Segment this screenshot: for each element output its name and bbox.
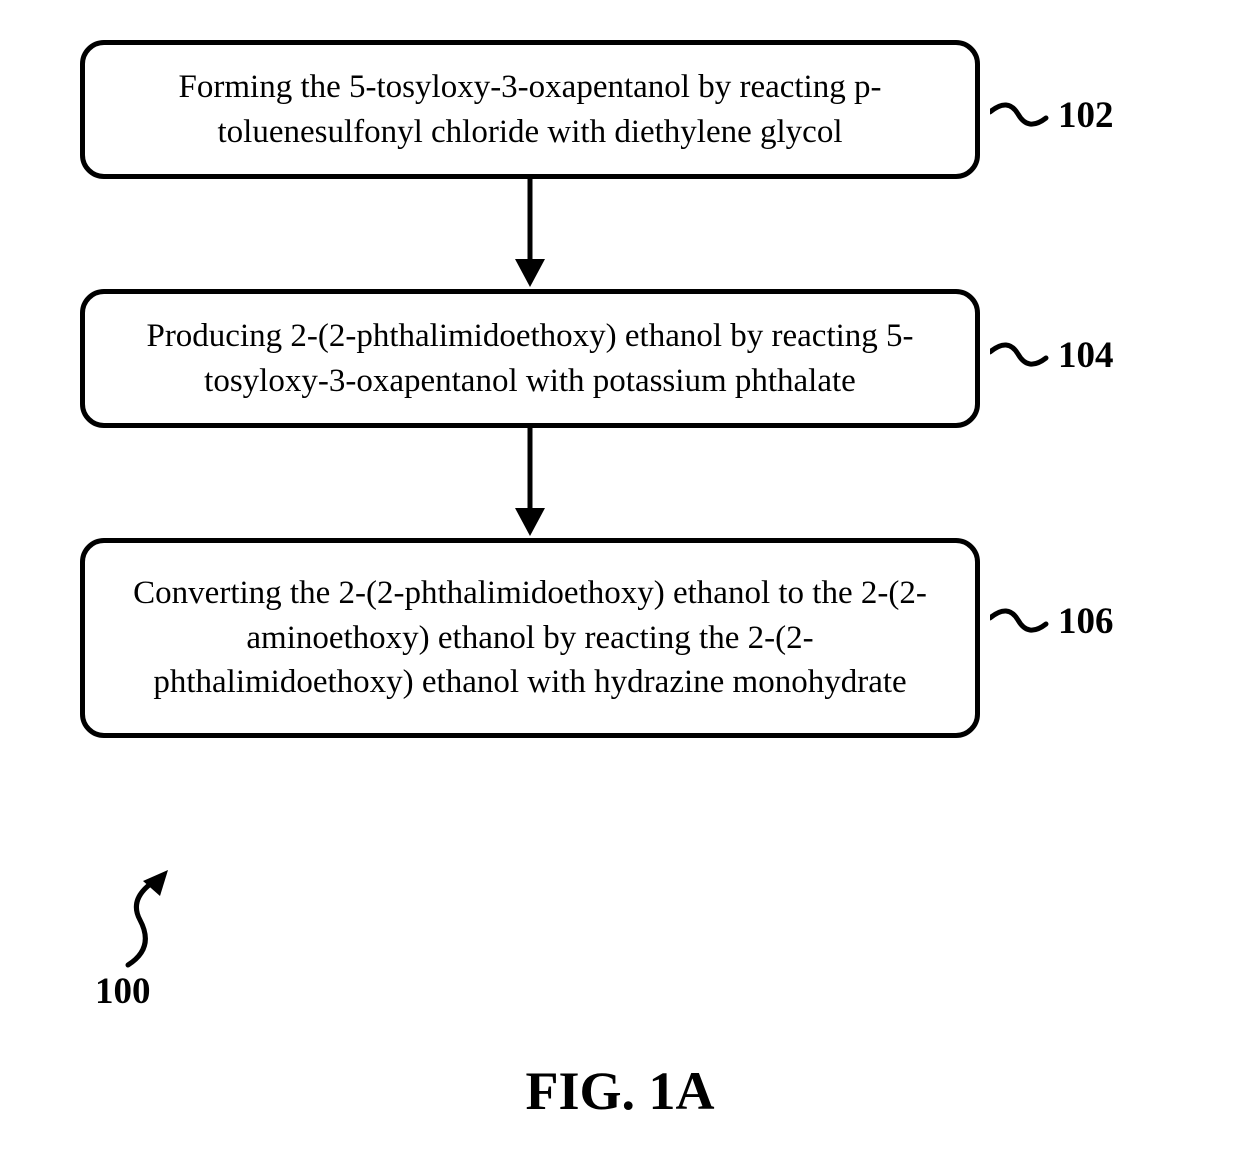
reference-100-text: 100: [95, 970, 151, 1013]
flow-box-text: Forming the 5-tosyloxy-3-oxapentanol by …: [125, 65, 935, 154]
reference-label-106: 106: [990, 598, 1114, 644]
flow-box-step3: Converting the 2-(2-phthalimidoethoxy) e…: [80, 538, 980, 738]
curve-connector-icon: [990, 332, 1050, 378]
flow-box-text: Producing 2-(2-phthalimidoethoxy) ethano…: [125, 314, 935, 403]
down-arrow-icon: [510, 179, 550, 289]
figure-caption: FIG. 1A: [0, 1060, 1240, 1122]
flow-box-step2: Producing 2-(2-phthalimidoethoxy) ethano…: [80, 289, 980, 428]
reference-label-text: 102: [1058, 94, 1114, 137]
curve-connector-icon: [990, 598, 1050, 644]
down-arrow-icon: [510, 428, 550, 538]
curve-arrow-icon: [100, 870, 190, 975]
reference-label-text: 106: [1058, 600, 1114, 643]
flow-box-step1: Forming the 5-tosyloxy-3-oxapentanol by …: [80, 40, 980, 179]
reference-label-104: 104: [990, 332, 1114, 378]
flow-box-text: Converting the 2-(2-phthalimidoethoxy) e…: [125, 571, 935, 705]
reference-100: 100: [100, 870, 190, 980]
flowchart-container: Forming the 5-tosyloxy-3-oxapentanol by …: [80, 40, 1160, 738]
curve-connector-icon: [990, 92, 1050, 138]
arrow-2: [80, 428, 980, 538]
reference-label-102: 102: [990, 92, 1114, 138]
arrow-1: [80, 179, 980, 289]
reference-label-text: 104: [1058, 334, 1114, 377]
